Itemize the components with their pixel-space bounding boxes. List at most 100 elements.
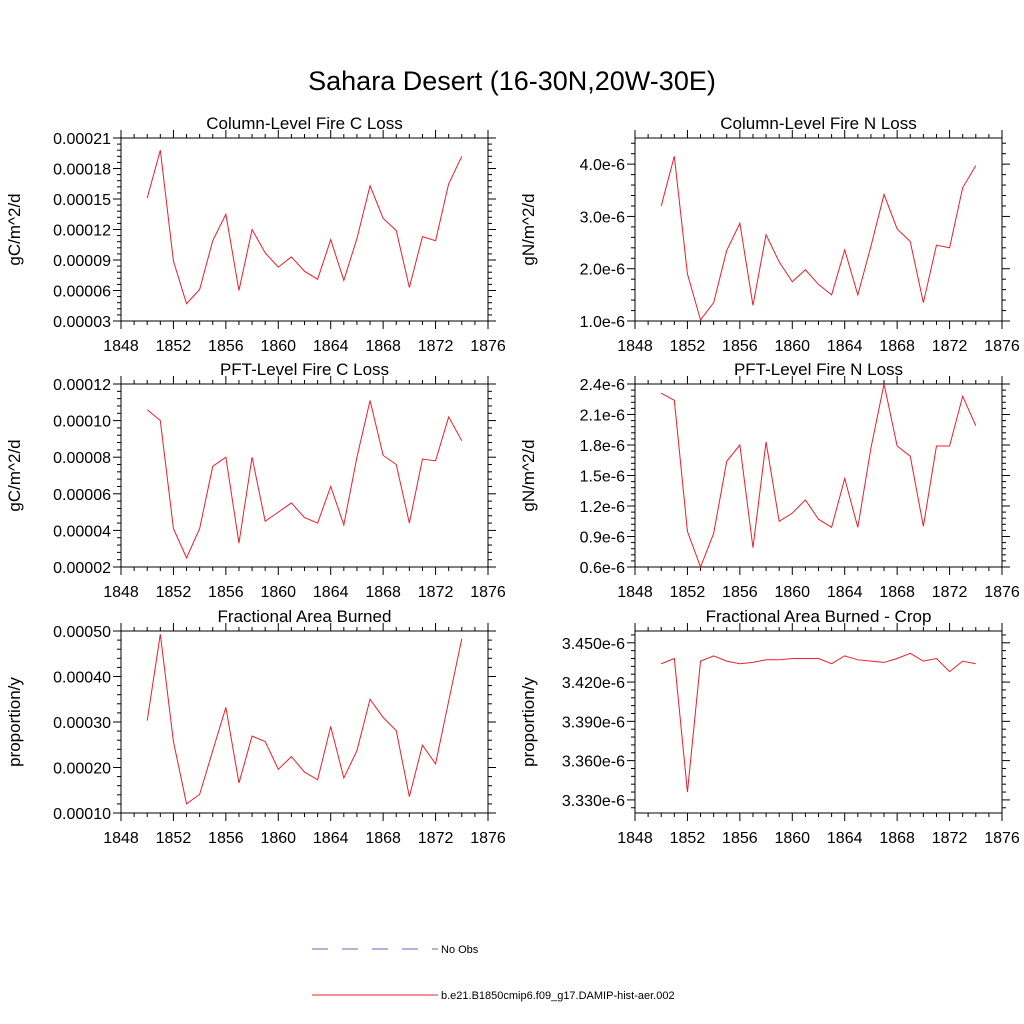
y-tick-label: 1.5e-6 <box>580 469 625 486</box>
x-tick-label: 1868 <box>879 584 915 601</box>
y-axis-label: proportion/y <box>519 677 538 767</box>
y-tick-label: 0.00040 <box>53 670 111 687</box>
x-tick-label: 1876 <box>984 338 1020 355</box>
x-tick-label: 1852 <box>670 584 706 601</box>
x-tick-label: 1872 <box>932 830 968 847</box>
plot-frame <box>634 137 1003 322</box>
y-tick-label: 0.00008 <box>53 450 111 467</box>
chart-panel-3: PFT-Level Fire C Loss gC/m^2/d 1848 1852 185… <box>5 360 506 601</box>
y-tick-label: 0.6e-6 <box>580 560 625 577</box>
y-tick-label: 3.360e-6 <box>562 754 625 771</box>
x-tick-label: 1848 <box>617 584 653 601</box>
x-tick-label: 1868 <box>365 584 401 601</box>
plot-frame <box>120 137 489 322</box>
x-tick-label: 1872 <box>418 830 454 847</box>
panel-title: Column-Level Fire C Loss <box>206 114 403 133</box>
x-tick-label: 1868 <box>365 338 401 355</box>
x-tick-label: 1868 <box>365 830 401 847</box>
series-line <box>661 652 976 793</box>
y-tick-label: 0.9e-6 <box>580 530 625 547</box>
panel-title: PFT-Level Fire N Loss <box>734 360 903 379</box>
x-tick-label: 1872 <box>932 338 968 355</box>
y-tick-label: 3.330e-6 <box>562 793 625 810</box>
x-tick-label: 1860 <box>774 584 810 601</box>
x-tick-label: 1848 <box>103 830 139 847</box>
series-line <box>660 156 977 322</box>
y-tick-label: 0.00021 <box>53 131 111 148</box>
plot-frame <box>120 630 489 814</box>
x-tick-label: 1852 <box>670 338 706 355</box>
chart-panel-4: PFT-Level Fire N Loss gN/m^2/d 1848 1852 185… <box>519 360 1020 601</box>
chart-panel-2: Column-Level Fire N Loss gN/m^2/d 1848 1852… <box>519 114 1020 355</box>
y-axis-label: gN/m^2/d <box>519 193 538 265</box>
panel-title: Fractional Area Burned - Crop <box>706 607 932 626</box>
x-tick-label: 1864 <box>827 584 863 601</box>
chart-panel-6: Fractional Area Burned - Crop proportion/… <box>519 607 1020 847</box>
y-tick-label: 3.0e-6 <box>580 209 625 226</box>
x-tick-label: 1856 <box>208 338 244 355</box>
x-tick-label: 1860 <box>260 338 296 355</box>
x-tick-label: 1860 <box>260 584 296 601</box>
y-tick-label: 3.420e-6 <box>562 675 625 692</box>
y-tick-label: 2.0e-6 <box>580 262 625 279</box>
chart-panels: Column-Level Fire C Loss gC/m^2/d 1848 1852… <box>5 114 1020 847</box>
series-line <box>660 383 977 569</box>
x-tick-label: 1876 <box>984 830 1020 847</box>
y-tick-label: 0.00010 <box>53 806 111 823</box>
y-tick-label: 1.8e-6 <box>580 438 625 455</box>
legend: No Obs b.e21.B1850cmip6.f09_g17.DAMIP-his… <box>312 944 675 1002</box>
y-axis-label: proportion/y <box>5 677 24 767</box>
y-tick-label: 0.00050 <box>53 624 111 641</box>
x-tick-label: 1876 <box>470 338 506 355</box>
x-tick-label: 1852 <box>156 584 192 601</box>
y-tick-label: 0.00003 <box>53 314 111 331</box>
y-axis-label: gC/m^2/d <box>5 439 24 511</box>
y-tick-label: 2.4e-6 <box>580 377 625 394</box>
figure-title: Sahara Desert (16-30N,20W-30E) <box>308 66 716 96</box>
x-tick-label: 1848 <box>617 338 653 355</box>
x-tick-label: 1876 <box>470 584 506 601</box>
y-tick-label: 0.00009 <box>53 253 111 270</box>
x-tick-label: 1860 <box>774 338 810 355</box>
x-tick-label: 1864 <box>313 584 349 601</box>
panel-title: PFT-Level Fire C Loss <box>220 360 389 379</box>
x-tick-label: 1856 <box>722 830 758 847</box>
x-tick-label: 1872 <box>418 584 454 601</box>
legend-label-no-obs: No Obs <box>441 944 479 956</box>
x-tick-label: 1852 <box>156 830 192 847</box>
x-tick-label: 1848 <box>103 338 139 355</box>
y-tick-label: 3.390e-6 <box>562 714 625 731</box>
panel-title: Column-Level Fire N Loss <box>720 114 917 133</box>
x-tick-label: 1860 <box>774 830 810 847</box>
series-line <box>146 634 463 805</box>
x-tick-label: 1864 <box>313 830 349 847</box>
series-line <box>146 150 463 305</box>
y-tick-label: 0.00030 <box>53 715 111 732</box>
chart-panel-1: Column-Level Fire C Loss gC/m^2/d 1848 1852… <box>5 114 506 355</box>
series-line <box>146 400 463 560</box>
y-tick-label: 3.450e-6 <box>562 636 625 653</box>
x-tick-label: 1864 <box>827 338 863 355</box>
x-tick-label: 1848 <box>617 830 653 847</box>
legend-label-model: b.e21.B1850cmip6.f09_g17.DAMIP-hist-aer.… <box>441 990 675 1002</box>
y-tick-label: 0.00010 <box>53 414 111 431</box>
x-tick-label: 1868 <box>879 830 915 847</box>
x-tick-label: 1860 <box>260 830 296 847</box>
x-tick-label: 1856 <box>208 830 244 847</box>
y-axis-label: gC/m^2/d <box>5 193 24 265</box>
x-tick-label: 1856 <box>208 584 244 601</box>
y-tick-label: 0.00002 <box>53 560 111 577</box>
y-tick-label: 0.00006 <box>53 284 111 301</box>
y-tick-label: 0.00012 <box>53 377 111 394</box>
y-tick-label: 0.00006 <box>53 487 111 504</box>
x-tick-label: 1848 <box>103 584 139 601</box>
x-tick-label: 1864 <box>827 830 863 847</box>
x-tick-label: 1876 <box>984 584 1020 601</box>
y-tick-label: 0.00015 <box>53 192 111 209</box>
y-tick-label: 1.2e-6 <box>580 499 625 516</box>
y-tick-label: 0.00020 <box>53 761 111 778</box>
x-tick-label: 1852 <box>670 830 706 847</box>
y-tick-label: 1.0e-6 <box>580 314 625 331</box>
y-tick-label: 0.00012 <box>53 223 111 240</box>
